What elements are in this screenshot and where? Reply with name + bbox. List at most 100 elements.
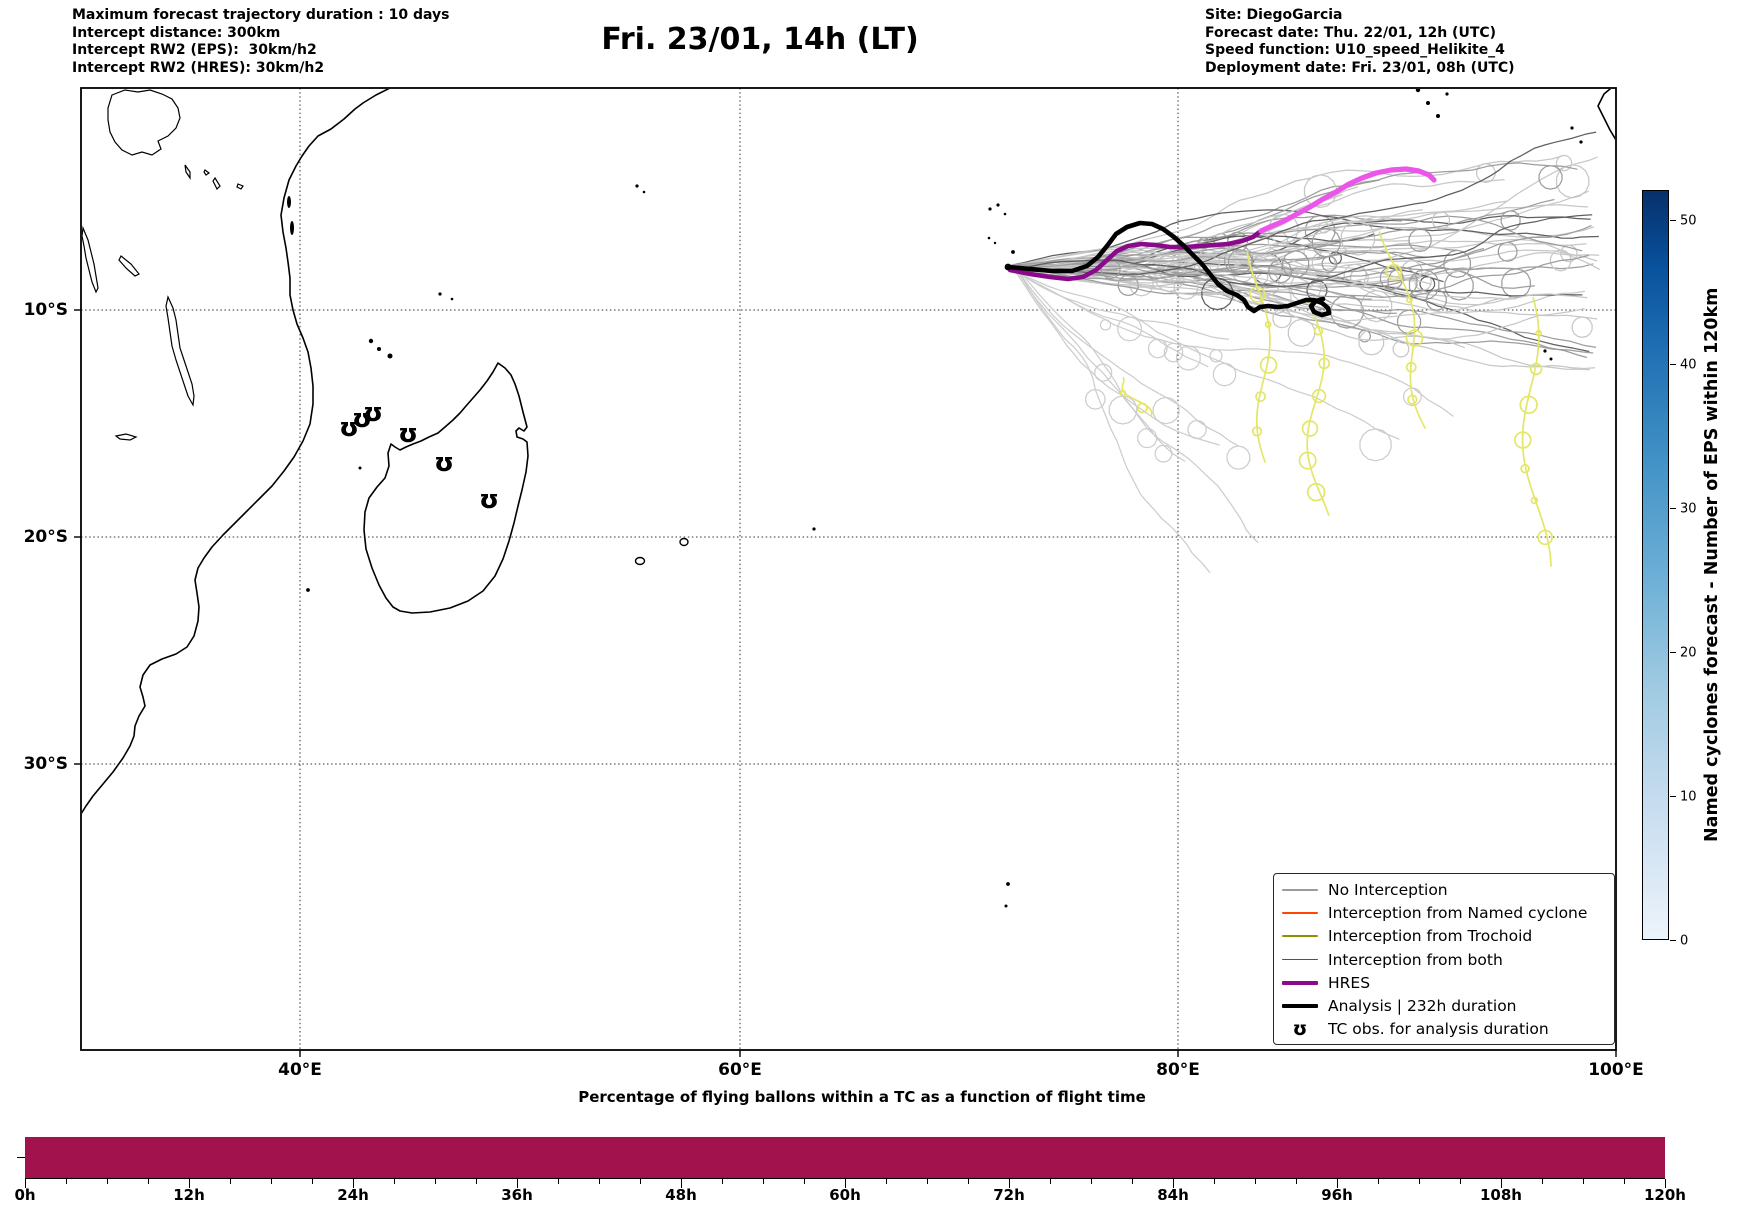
legend-sample-line [1280, 935, 1320, 938]
trajectory-path [1013, 265, 1596, 370]
islet-ne [1445, 92, 1449, 96]
bottom-chart-minor-tick [1460, 1179, 1462, 1184]
bottom-chart-tick-label: 72h [993, 1186, 1025, 1204]
legend-item-label: Interception from both [1328, 950, 1503, 969]
legend-line-icon [1282, 1003, 1318, 1009]
trajectory-path [1013, 266, 1594, 354]
colorbar-tick-label: 30 [1680, 501, 1697, 516]
islet-mentawai [1570, 126, 1574, 130]
page-title: Fri. 23/01, 14h (LT) [601, 22, 919, 57]
islet-ne [1426, 101, 1430, 105]
bottom-chart-minor-tick [1583, 1179, 1585, 1184]
colorbar-tick-mark [1670, 940, 1676, 942]
bottom-chart-tick-label: 36h [501, 1186, 533, 1204]
trajectory-path [1013, 265, 1259, 544]
header-right-line: Site: DiegoGarcia [1205, 7, 1343, 23]
coastline-africa [82, 89, 390, 814]
colorbar-tick-mark [1670, 652, 1676, 654]
bottom-chart-major-tick [353, 1179, 355, 1188]
bottom-chart-minor-tick [107, 1179, 109, 1184]
bottom-chart-major-tick [517, 1179, 519, 1188]
legend-item: ʊ TC obs. for analysis duration [1280, 1018, 1608, 1041]
legend-line-icon [1282, 888, 1318, 891]
bottom-chart-minor-tick [1214, 1179, 1216, 1184]
trajectory-path [1012, 254, 1590, 329]
trajectory-path [1014, 156, 1598, 288]
trajectory-path [1378, 231, 1426, 429]
bottom-chart-major-tick [1337, 1179, 1339, 1188]
island-seychelles [642, 190, 646, 194]
legend-sample-line [1280, 980, 1320, 986]
bottom-chart-minor-tick [66, 1179, 68, 1184]
bottom-chart-tick-label: 24h [337, 1186, 369, 1204]
colorbar-tick-mark [1670, 508, 1676, 510]
trajectory-path [1298, 297, 1331, 516]
island-comoros [377, 347, 381, 351]
colorbar-tick-label: 0 [1680, 933, 1689, 948]
trajectory-path [1015, 264, 1186, 463]
bottom-chart-minor-tick [148, 1179, 150, 1184]
colorbar-label: Named cyclones forecast - Number of EPS … [1702, 287, 1722, 843]
bottom-chart-minor-tick [271, 1179, 273, 1184]
colorbar-tick-mark [1670, 796, 1676, 798]
bottom-chart-minor-tick [558, 1179, 560, 1184]
header-left-line: Intercept RW2 (EPS): 30km/h2 [72, 42, 317, 58]
tc-obs-icon: ʊ [363, 398, 383, 428]
lake-tanganyika [82, 225, 99, 294]
trajectory-path [1009, 225, 1592, 281]
bottom-chart-axis [25, 1178, 1665, 1179]
trajectory-path [1008, 178, 1505, 266]
legend-line-icon [1282, 958, 1318, 961]
legend-item: Analysis | 232h duration [1280, 994, 1608, 1017]
bottom-chart-minor-tick [599, 1179, 601, 1184]
lake-rukwa [118, 255, 140, 277]
header-left-line: Intercept distance: 300km [72, 24, 281, 41]
bottom-chart-minor-tick [1296, 1179, 1298, 1184]
bottom-chart-bar [25, 1137, 1665, 1178]
bottom-chart-tick-label: 0h [14, 1186, 36, 1204]
trajectory-path [1015, 267, 1251, 470]
trajectory-path [1012, 198, 1555, 279]
bottom-chart-minor-tick [927, 1179, 929, 1184]
bottom-chart-major-tick [189, 1179, 191, 1188]
islands [287, 89, 1583, 908]
bottom-chart-major-tick [1173, 1179, 1175, 1188]
bottom-chart-title: Percentage of flying ballons within a TC… [578, 1088, 1146, 1106]
coastlines [82, 89, 1615, 814]
bottom-chart-tick-label: 48h [665, 1186, 697, 1204]
island-comoros [368, 338, 374, 344]
trajectory-path [1015, 233, 1374, 272]
x-axis-label: 60°E [718, 1060, 762, 1080]
trajectory-path [1009, 251, 1444, 284]
bottom-chart-minor-tick [1091, 1179, 1093, 1184]
legend-sample-line [1280, 912, 1320, 914]
bottom-chart-minor-tick [435, 1179, 437, 1184]
islet-ne [1415, 89, 1421, 93]
trajectory-path [1246, 251, 1278, 463]
bottom-chart-tick-label: 108h [1480, 1186, 1522, 1204]
trajectory-path [1011, 215, 1583, 267]
small-lakes [184, 164, 244, 191]
bottom-chart-minor-tick [968, 1179, 970, 1184]
header-right-line: Speed function: U10_speed_Helikite_4 [1205, 42, 1505, 58]
tc-obs-icon: ʊ [339, 413, 359, 443]
header-right-block: Site: DiegoGarcia Forecast date: Thu. 22… [1205, 7, 1515, 77]
island-reunion [634, 556, 646, 566]
island-diego-garcia [1011, 250, 1015, 254]
island-chagos [993, 241, 997, 245]
island-juan-de-nova [358, 466, 362, 470]
bottom-chart-minor-tick [1132, 1179, 1134, 1184]
island-europa [306, 588, 310, 592]
bottom-chart-major-tick [1501, 1179, 1503, 1188]
island-aldabra [438, 292, 442, 296]
legend-item-label: TC obs. for analysis duration [1328, 1020, 1549, 1039]
bottom-chart-major-tick [845, 1179, 847, 1188]
y-axis-label: 20°S [23, 527, 68, 547]
legend-item: Interception from both [1280, 948, 1608, 971]
lake-cahora-bassa [114, 433, 138, 441]
bottom-chart-minor-tick [804, 1179, 806, 1184]
trajectory-path [1011, 266, 1229, 342]
bottom-chart-minor-tick [230, 1179, 232, 1184]
bottom-chart-minor-tick [1542, 1179, 1544, 1184]
bottom-chart-minor-tick [886, 1179, 888, 1184]
